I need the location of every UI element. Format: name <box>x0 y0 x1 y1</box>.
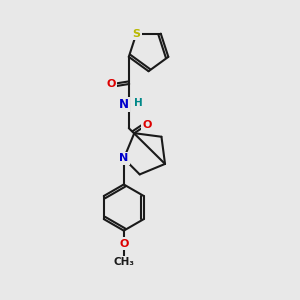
Text: S: S <box>132 28 140 39</box>
Text: CH₃: CH₃ <box>113 257 134 267</box>
Text: O: O <box>142 119 152 130</box>
Text: O: O <box>119 238 128 249</box>
Text: O: O <box>106 79 116 89</box>
Text: H: H <box>134 98 142 108</box>
Text: N: N <box>118 98 129 111</box>
Text: N: N <box>119 154 128 164</box>
